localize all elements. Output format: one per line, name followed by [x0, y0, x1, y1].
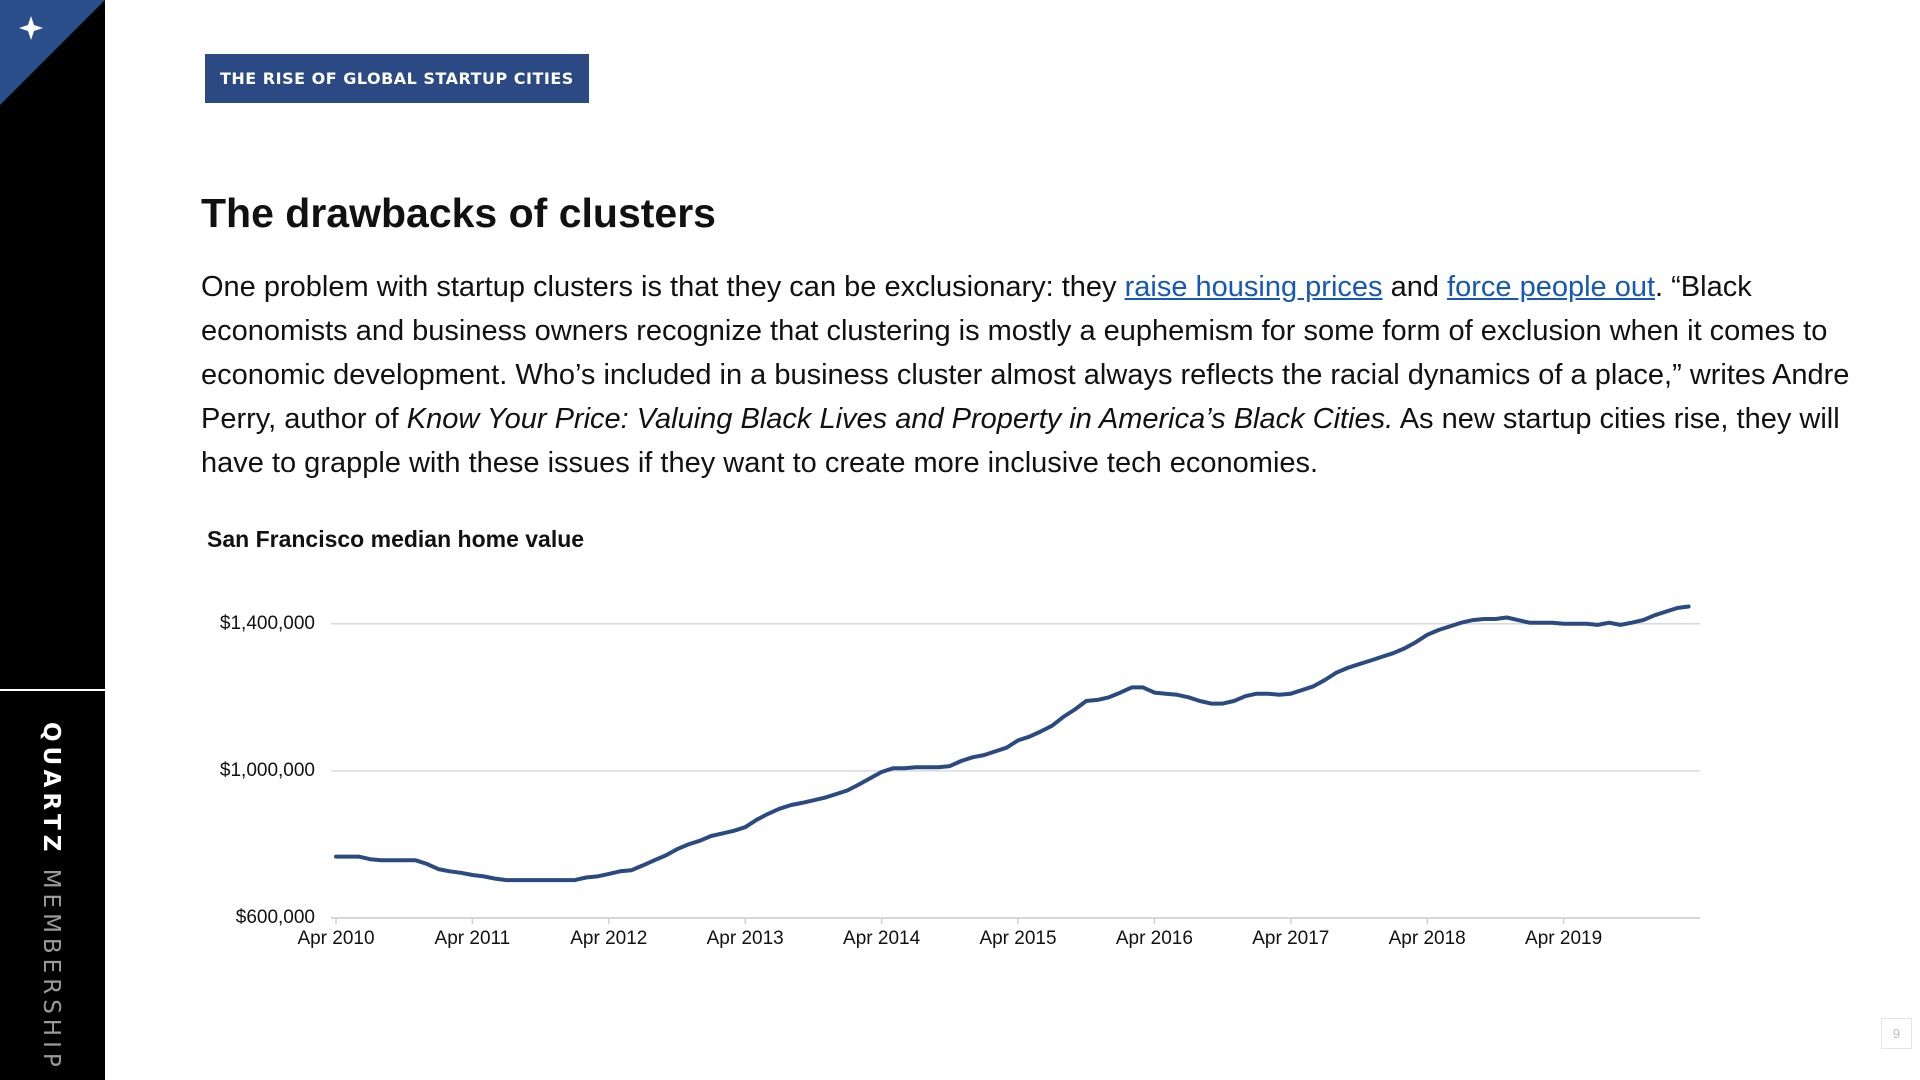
x-tick-label: Apr 2010: [297, 928, 374, 949]
text-run: As new startup cities rise, they will ha…: [201, 403, 1840, 479]
sidebar-label: QUARTZ MEMBERSHIP: [38, 722, 64, 1072]
corner-badge: [0, 0, 105, 105]
x-tick-label: Apr 2013: [707, 928, 784, 949]
link[interactable]: force people out: [1447, 271, 1656, 303]
brand: QUARTZ: [38, 722, 64, 857]
data-line: [334, 604, 1691, 883]
x-tick-label: Apr 2012: [570, 928, 647, 949]
sidebar-divider: [0, 689, 105, 691]
text-run: Know Your Price: Valuing Black Lives and…: [406, 403, 1394, 435]
sidebar: QUARTZ MEMBERSHIP: [0, 0, 105, 1080]
x-tick-label: Apr 2019: [1525, 928, 1602, 949]
y-tick-label: $1,400,000: [220, 613, 315, 634]
x-tick-label: Apr 2017: [1252, 928, 1329, 949]
x-tick-label: Apr 2018: [1389, 928, 1466, 949]
paragraph: One problem with startup clusters is tha…: [201, 265, 1886, 485]
y-tick-label: $1,000,000: [220, 760, 315, 781]
chart-title: San Francisco median home value: [207, 526, 585, 552]
x-tick-label: Apr 2016: [1116, 928, 1193, 949]
text-run: One problem with startup clusters is tha…: [201, 271, 1125, 303]
page-number: 9: [1881, 1018, 1912, 1049]
membership: MEMBERSHIP: [38, 868, 64, 1072]
section-tag: THE RISE OF GLOBAL STARTUP CITIES: [205, 54, 589, 103]
heading: The drawbacks of clusters: [201, 190, 716, 236]
y-tick-label: $600,000: [236, 907, 315, 928]
link[interactable]: raise housing prices: [1124, 271, 1383, 303]
text-run: and: [1382, 271, 1448, 303]
x-tick-label: Apr 2015: [979, 928, 1056, 949]
x-tick-label: Apr 2014: [843, 928, 921, 949]
x-tick-label: Apr 2011: [435, 928, 511, 949]
text-run: . “Black economists and business owners …: [201, 271, 1850, 435]
